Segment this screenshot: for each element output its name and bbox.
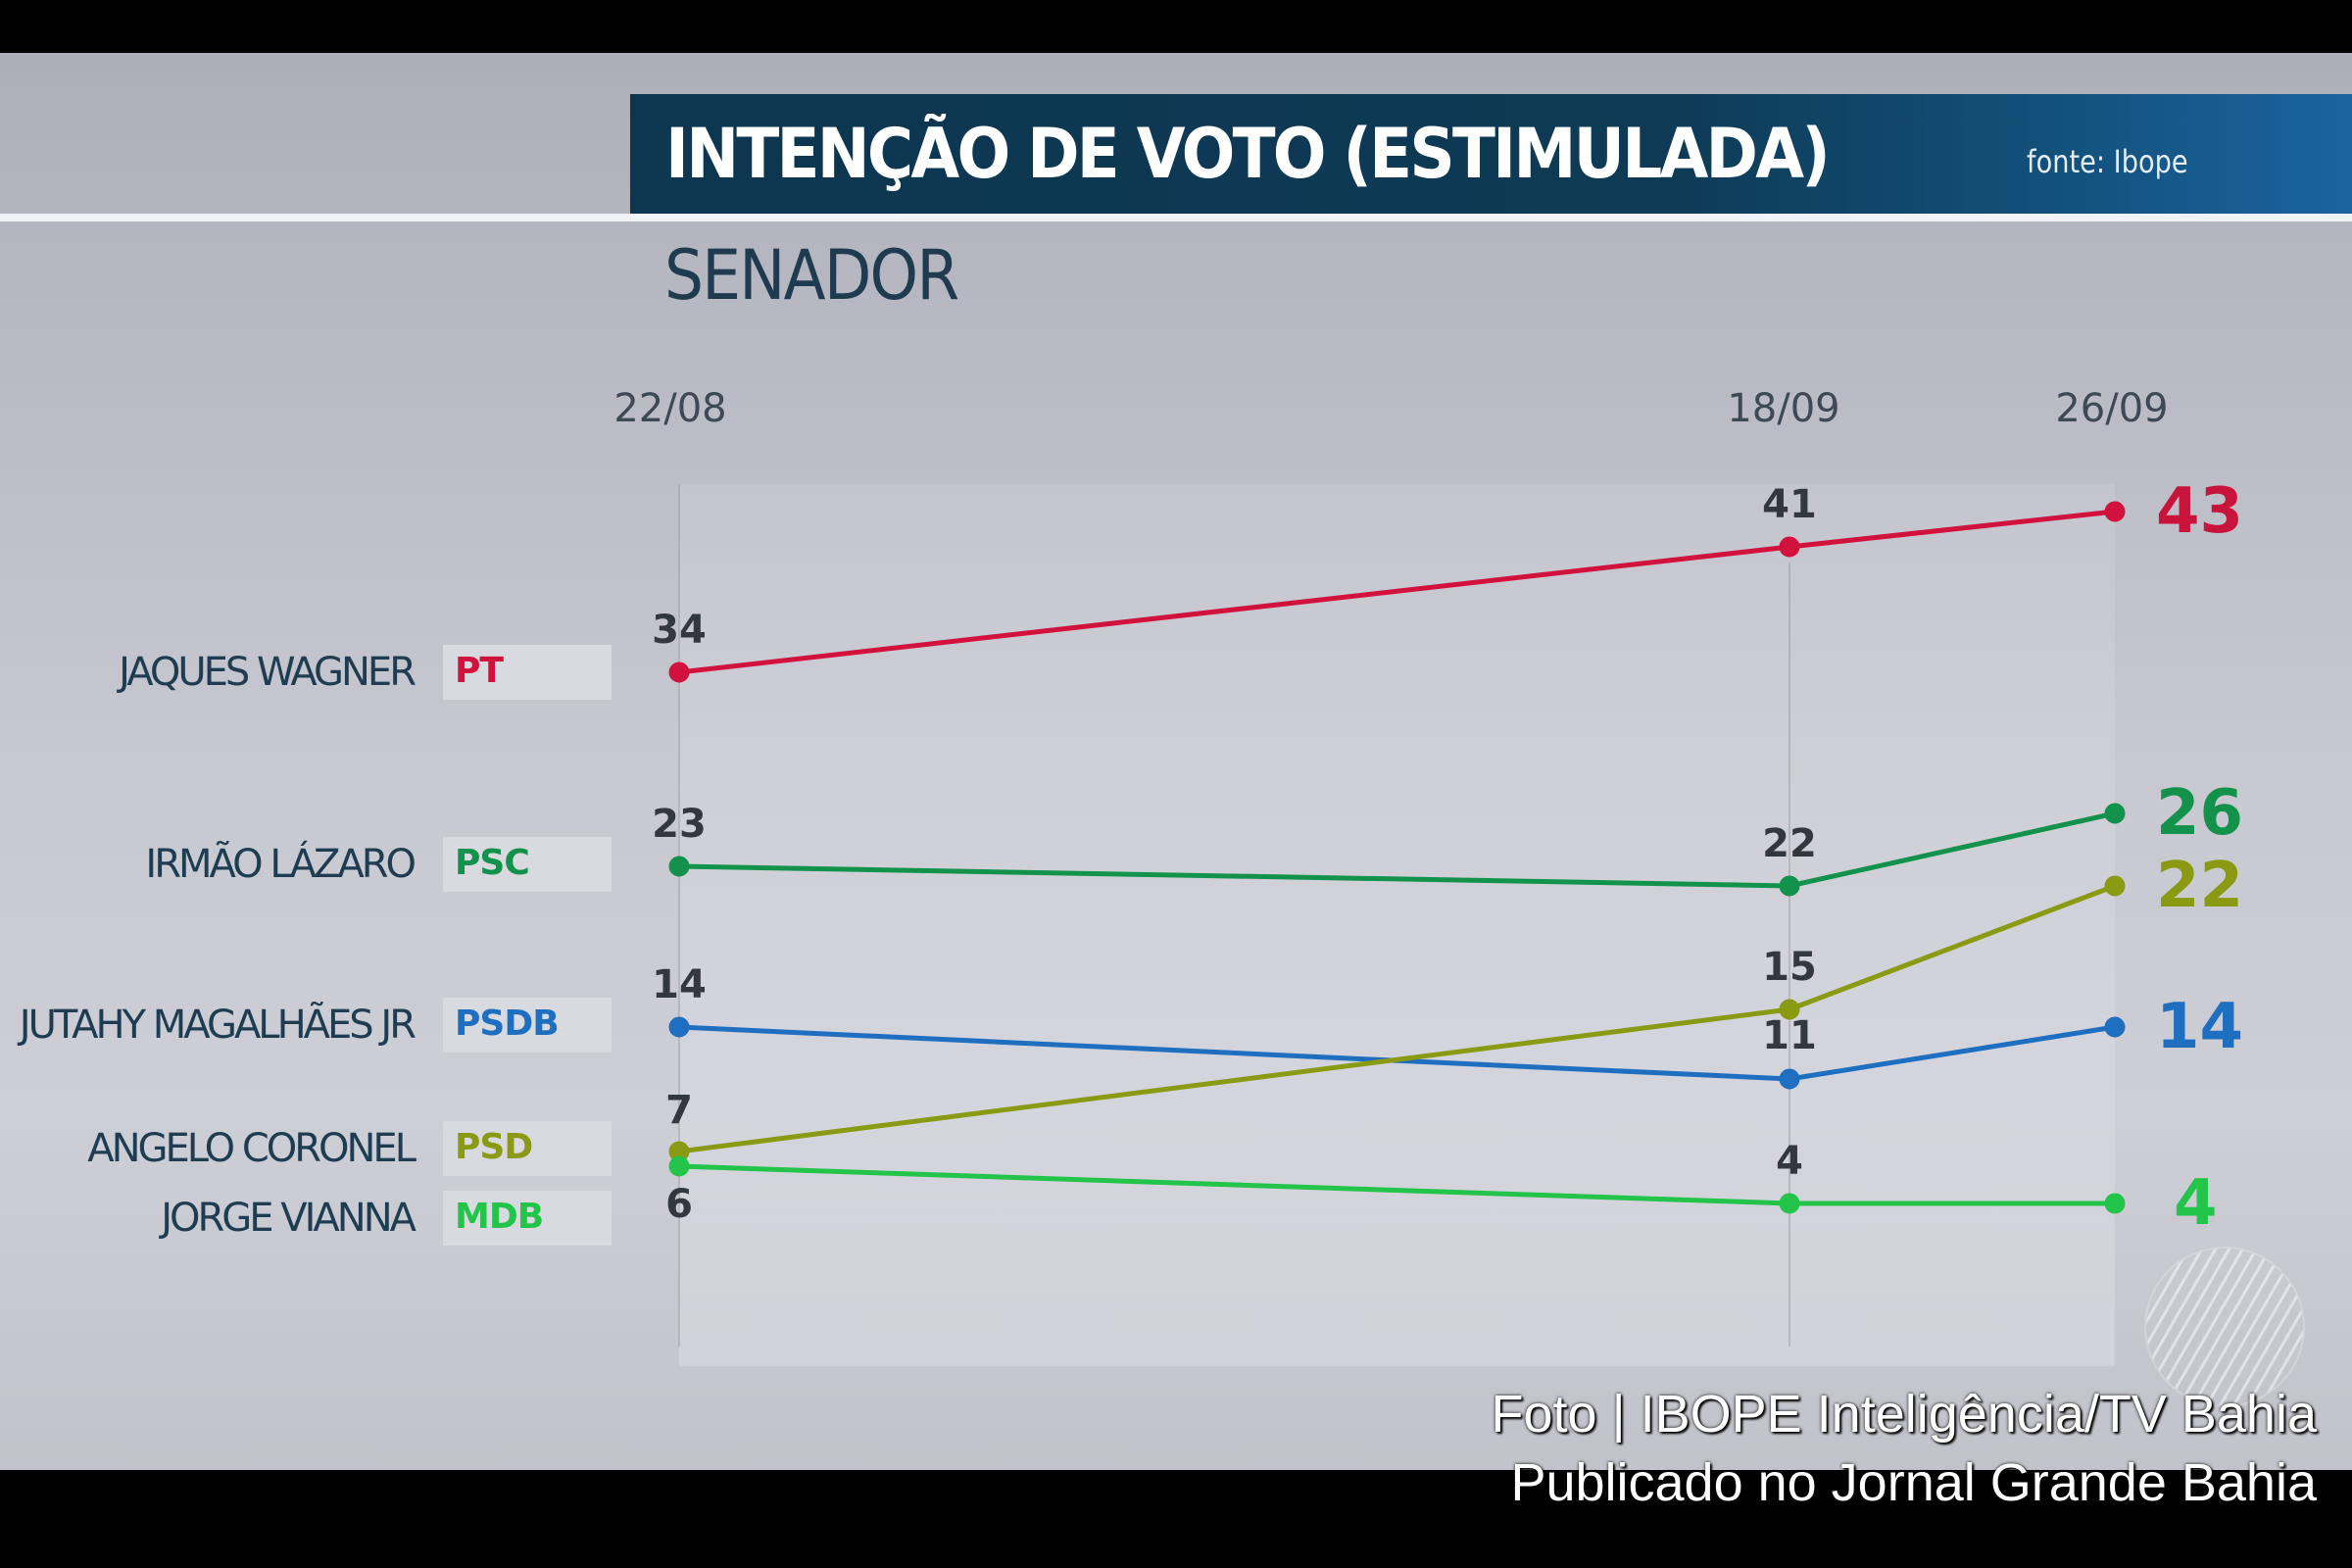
gridline-date-1 xyxy=(678,484,680,1347)
value-label-pt-2: 41 xyxy=(1762,482,1817,527)
credit-line-2: Publicado no Jornal Grande Bahia xyxy=(1510,1453,2317,1512)
series-psc xyxy=(668,803,2126,897)
value-label-psdb-1: 14 xyxy=(652,962,707,1007)
candidate-name-lazaro: IRMÃO LÁZARO xyxy=(145,842,416,887)
party-label-mdb: MDB xyxy=(455,1197,544,1237)
value-label-mdb-2: 4 xyxy=(1776,1139,1803,1184)
final-value-psc: 26 xyxy=(2156,777,2244,850)
party-badge-psdb: PSDB xyxy=(443,998,612,1053)
candidate-name-wagner: JAQUES WAGNER xyxy=(119,650,416,695)
chart-stage: INTENÇÃO DE VOTO (ESTIMULADA) fonte: Ibo… xyxy=(0,53,2352,1470)
party-label-psdb: PSDB xyxy=(455,1004,560,1044)
candidate-name-vianna: JORGE VIANNA xyxy=(161,1196,416,1241)
chart-title: INTENÇÃO DE VOTO (ESTIMULADA) xyxy=(665,114,1831,194)
candidate-name-coronel: ANGELO CORONEL xyxy=(87,1126,416,1171)
value-label-psd-1: 7 xyxy=(665,1088,693,1133)
source-label: fonte: Ibope xyxy=(2027,143,2188,180)
plot-area xyxy=(679,484,2115,1366)
value-label-psd-2: 15 xyxy=(1762,945,1817,990)
title-banner: INTENÇÃO DE VOTO (ESTIMULADA) fonte: Ibo… xyxy=(630,94,2352,214)
value-label-psc-2: 22 xyxy=(1762,821,1817,866)
line-chart xyxy=(668,501,2126,1214)
final-value-pt: 43 xyxy=(2156,475,2244,548)
series-pt xyxy=(668,501,2126,683)
party-label-pt: PT xyxy=(455,651,504,691)
party-badge-psc: PSC xyxy=(443,837,612,892)
party-label-psc: PSC xyxy=(455,843,530,883)
party-badge-pt: PT xyxy=(443,645,612,700)
date-label-2: 18/09 xyxy=(1727,386,1840,431)
date-label-1: 22/08 xyxy=(613,386,727,431)
party-badge-mdb: MDB xyxy=(443,1191,612,1246)
tv-bahia-logo-icon xyxy=(2146,1249,2303,1405)
final-value-psdb: 14 xyxy=(2156,991,2244,1063)
photo-credits: Foto | IBOPE Inteligência/TV Bahia Publi… xyxy=(1492,1380,2317,1517)
value-label-pt-1: 34 xyxy=(652,608,707,653)
header-divider xyxy=(0,214,2352,221)
candidate-name-jutahy: JUTAHY MAGALHÃES JR xyxy=(19,1003,416,1048)
series-psdb xyxy=(668,1016,2126,1090)
final-value-mdb: 4 xyxy=(2174,1167,2218,1240)
series-mdb xyxy=(668,1155,2126,1214)
gridline-date-2 xyxy=(1788,563,1790,1347)
party-badge-psd: PSD xyxy=(443,1121,612,1176)
final-value-psd: 22 xyxy=(2156,850,2244,922)
series-psd xyxy=(668,875,2126,1162)
chart-subtitle: SENADOR xyxy=(664,235,959,316)
value-label-psdb-2: 11 xyxy=(1762,1013,1817,1058)
value-label-mdb-1: 6 xyxy=(665,1182,693,1227)
value-label-psc-1: 23 xyxy=(652,802,707,847)
date-label-3: 26/09 xyxy=(2055,386,2169,431)
credit-line-1: Foto | IBOPE Inteligência/TV Bahia xyxy=(1491,1385,2317,1444)
party-label-psd: PSD xyxy=(455,1127,533,1167)
